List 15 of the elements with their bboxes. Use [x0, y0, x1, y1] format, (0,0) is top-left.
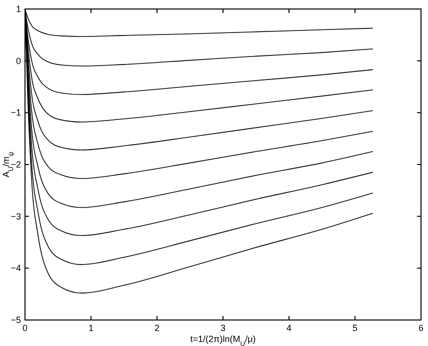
x-tick-label: 4: [286, 323, 292, 333]
x-tick-label: 0: [22, 323, 28, 333]
x-tick-label: 3: [220, 323, 226, 333]
x-axis-title: t=1/(2π)ln(M$_{U}$/μ): [190, 334, 256, 346]
y-tick-label: −5: [10, 315, 21, 325]
y-tick-label: −1: [10, 108, 21, 118]
x-tick-label: 6: [418, 323, 424, 333]
x-tick-label: 1: [88, 323, 94, 333]
x-tick-label: 2: [154, 323, 160, 333]
y-tick-label: −4: [10, 263, 21, 274]
x-tick-label: 5: [352, 323, 358, 333]
y-tick-label: −3: [10, 211, 21, 222]
y-tick-label: −2: [10, 160, 21, 170]
y-tick-label: 1: [16, 4, 21, 14]
y-tick-label: 0: [16, 56, 21, 66]
